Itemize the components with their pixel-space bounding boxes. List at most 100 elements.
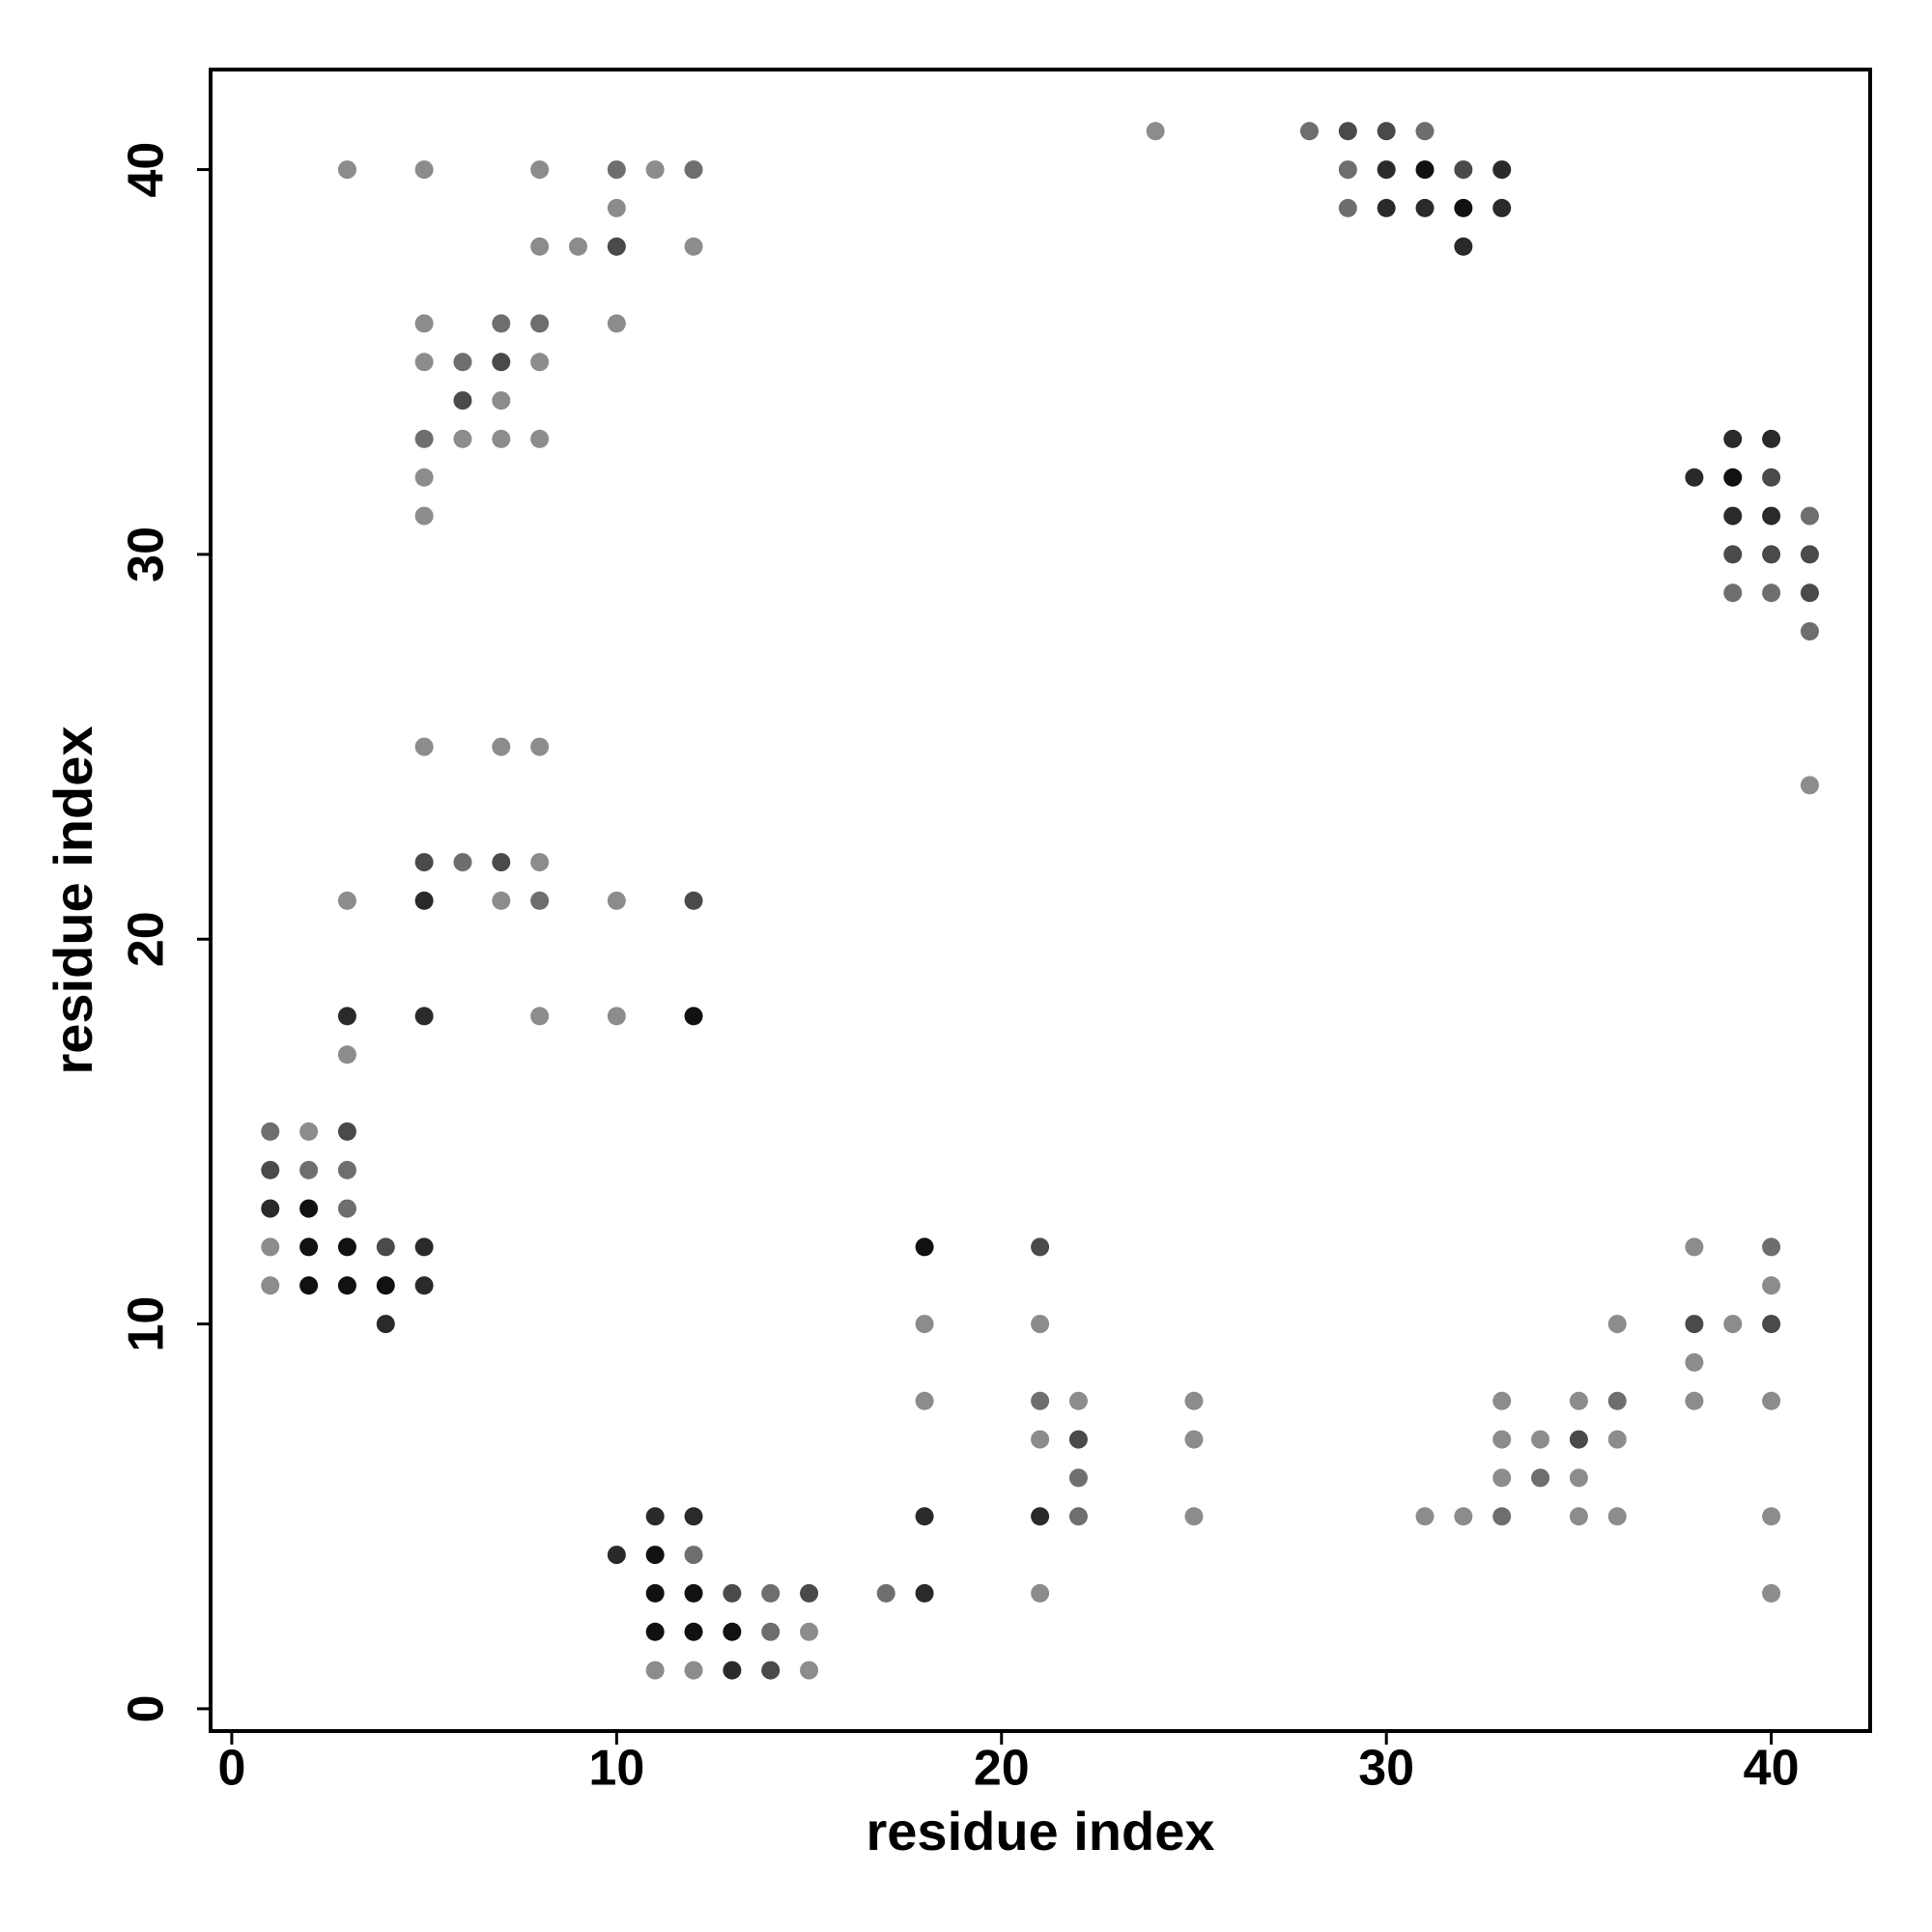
point bbox=[337, 1199, 356, 1218]
point bbox=[1492, 160, 1512, 180]
point bbox=[414, 1237, 434, 1257]
point bbox=[1377, 160, 1396, 180]
y-tick-label: 40 bbox=[119, 142, 175, 198]
point bbox=[492, 737, 511, 756]
point bbox=[1685, 1391, 1704, 1410]
point bbox=[645, 1546, 665, 1565]
point bbox=[684, 1583, 703, 1603]
point bbox=[1492, 1507, 1512, 1526]
point bbox=[1377, 122, 1396, 141]
point bbox=[684, 891, 703, 910]
y-tick-label: 10 bbox=[119, 1296, 175, 1352]
point bbox=[1415, 1507, 1435, 1526]
point bbox=[915, 1237, 934, 1257]
point bbox=[261, 1237, 280, 1257]
point bbox=[337, 1237, 356, 1257]
point bbox=[1762, 1315, 1781, 1334]
point bbox=[376, 1315, 395, 1334]
point bbox=[492, 429, 511, 448]
point bbox=[1146, 122, 1165, 141]
point bbox=[1068, 1468, 1088, 1488]
point bbox=[1031, 1315, 1050, 1334]
point bbox=[1299, 122, 1319, 141]
y-tick-label: 30 bbox=[119, 526, 175, 582]
point bbox=[299, 1199, 319, 1218]
point bbox=[723, 1583, 742, 1603]
point bbox=[1184, 1391, 1204, 1410]
point bbox=[453, 391, 472, 411]
point bbox=[414, 853, 434, 872]
point bbox=[761, 1661, 781, 1680]
point bbox=[915, 1583, 934, 1603]
point bbox=[414, 160, 434, 180]
point bbox=[1762, 506, 1781, 526]
point bbox=[1607, 1315, 1627, 1334]
point bbox=[261, 1160, 280, 1179]
point bbox=[337, 1160, 356, 1179]
point bbox=[1762, 545, 1781, 564]
point bbox=[568, 237, 587, 256]
point bbox=[1184, 1430, 1204, 1449]
point bbox=[414, 314, 434, 333]
point bbox=[337, 891, 356, 910]
plot-frame bbox=[209, 68, 1872, 1733]
point bbox=[1723, 429, 1743, 448]
point bbox=[261, 1199, 280, 1218]
point bbox=[1454, 198, 1473, 217]
point bbox=[414, 1276, 434, 1295]
point bbox=[1800, 622, 1819, 641]
point bbox=[723, 1622, 742, 1641]
point bbox=[1569, 1507, 1588, 1526]
point bbox=[337, 1007, 356, 1026]
point bbox=[684, 1007, 703, 1026]
point bbox=[1569, 1468, 1588, 1488]
point bbox=[1031, 1583, 1050, 1603]
point bbox=[1685, 1237, 1704, 1257]
point bbox=[1762, 1237, 1781, 1257]
point bbox=[414, 468, 434, 487]
point bbox=[492, 314, 511, 333]
point bbox=[1762, 583, 1781, 603]
point bbox=[607, 1546, 626, 1565]
point bbox=[1762, 468, 1781, 487]
point bbox=[530, 314, 550, 333]
point bbox=[530, 429, 550, 448]
point bbox=[414, 737, 434, 756]
point bbox=[492, 353, 511, 372]
point bbox=[1531, 1468, 1550, 1488]
point bbox=[530, 160, 550, 180]
point bbox=[800, 1583, 819, 1603]
point bbox=[492, 853, 511, 872]
point bbox=[1607, 1430, 1627, 1449]
point bbox=[1762, 429, 1781, 448]
point bbox=[915, 1391, 934, 1410]
point bbox=[915, 1507, 934, 1526]
point bbox=[376, 1237, 395, 1257]
point bbox=[530, 891, 550, 910]
point bbox=[1338, 198, 1357, 217]
point bbox=[337, 1122, 356, 1141]
point bbox=[1762, 1583, 1781, 1603]
point bbox=[1454, 237, 1473, 256]
point bbox=[261, 1276, 280, 1295]
point bbox=[530, 737, 550, 756]
point bbox=[376, 1276, 395, 1295]
point bbox=[1800, 506, 1819, 526]
point bbox=[684, 1622, 703, 1641]
point bbox=[607, 314, 626, 333]
point bbox=[1338, 160, 1357, 180]
point bbox=[1031, 1237, 1050, 1257]
point bbox=[645, 1507, 665, 1526]
point bbox=[1068, 1430, 1088, 1449]
point bbox=[1454, 160, 1473, 180]
point bbox=[1531, 1430, 1550, 1449]
point bbox=[453, 353, 472, 372]
point bbox=[414, 353, 434, 372]
point bbox=[299, 1276, 319, 1295]
point bbox=[492, 891, 511, 910]
point bbox=[337, 1276, 356, 1295]
y-tick-label: 20 bbox=[119, 911, 175, 967]
point bbox=[530, 853, 550, 872]
